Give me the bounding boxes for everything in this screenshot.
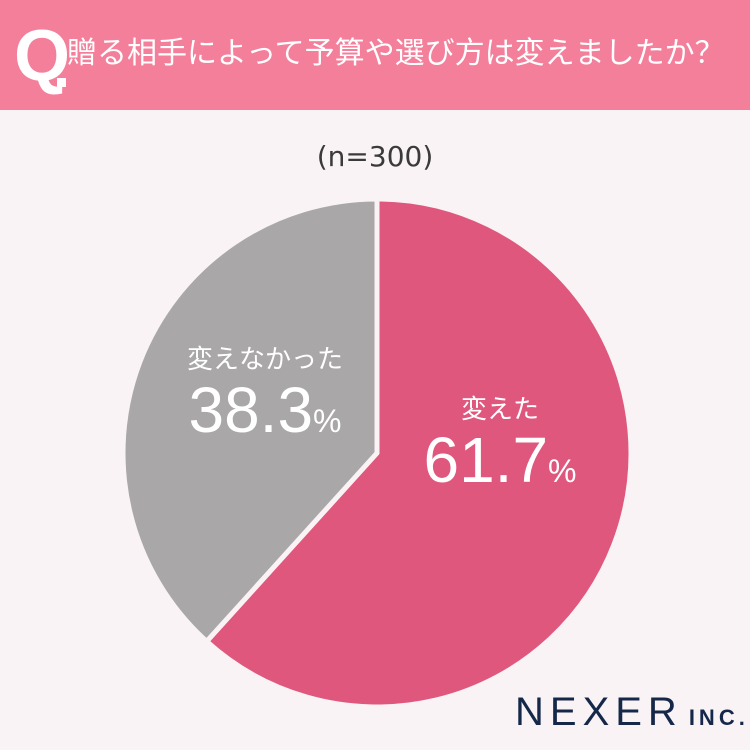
nexer-logo: NEXER INC. — [515, 690, 749, 734]
slice-label-unchanged: 変えなかった 38.3% — [186, 345, 343, 446]
pie-slice-0 — [204, 196, 634, 710]
question-header: Q 贈る相手によって予算や選び方は変えましたか？ — [0, 0, 750, 110]
question-title: 贈る相手によって予算や選び方は変えましたか？ — [67, 36, 725, 71]
slice-label-changed: 変えた 61.7% — [423, 395, 577, 496]
sample-size: (n=300) — [316, 140, 434, 173]
pie-slice-1 — [120, 196, 380, 644]
q-dot — [57, 78, 66, 87]
